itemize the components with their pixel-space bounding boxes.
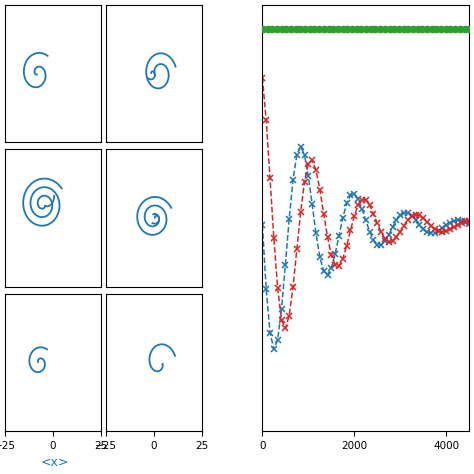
Text: <x>: <x>	[40, 456, 69, 469]
